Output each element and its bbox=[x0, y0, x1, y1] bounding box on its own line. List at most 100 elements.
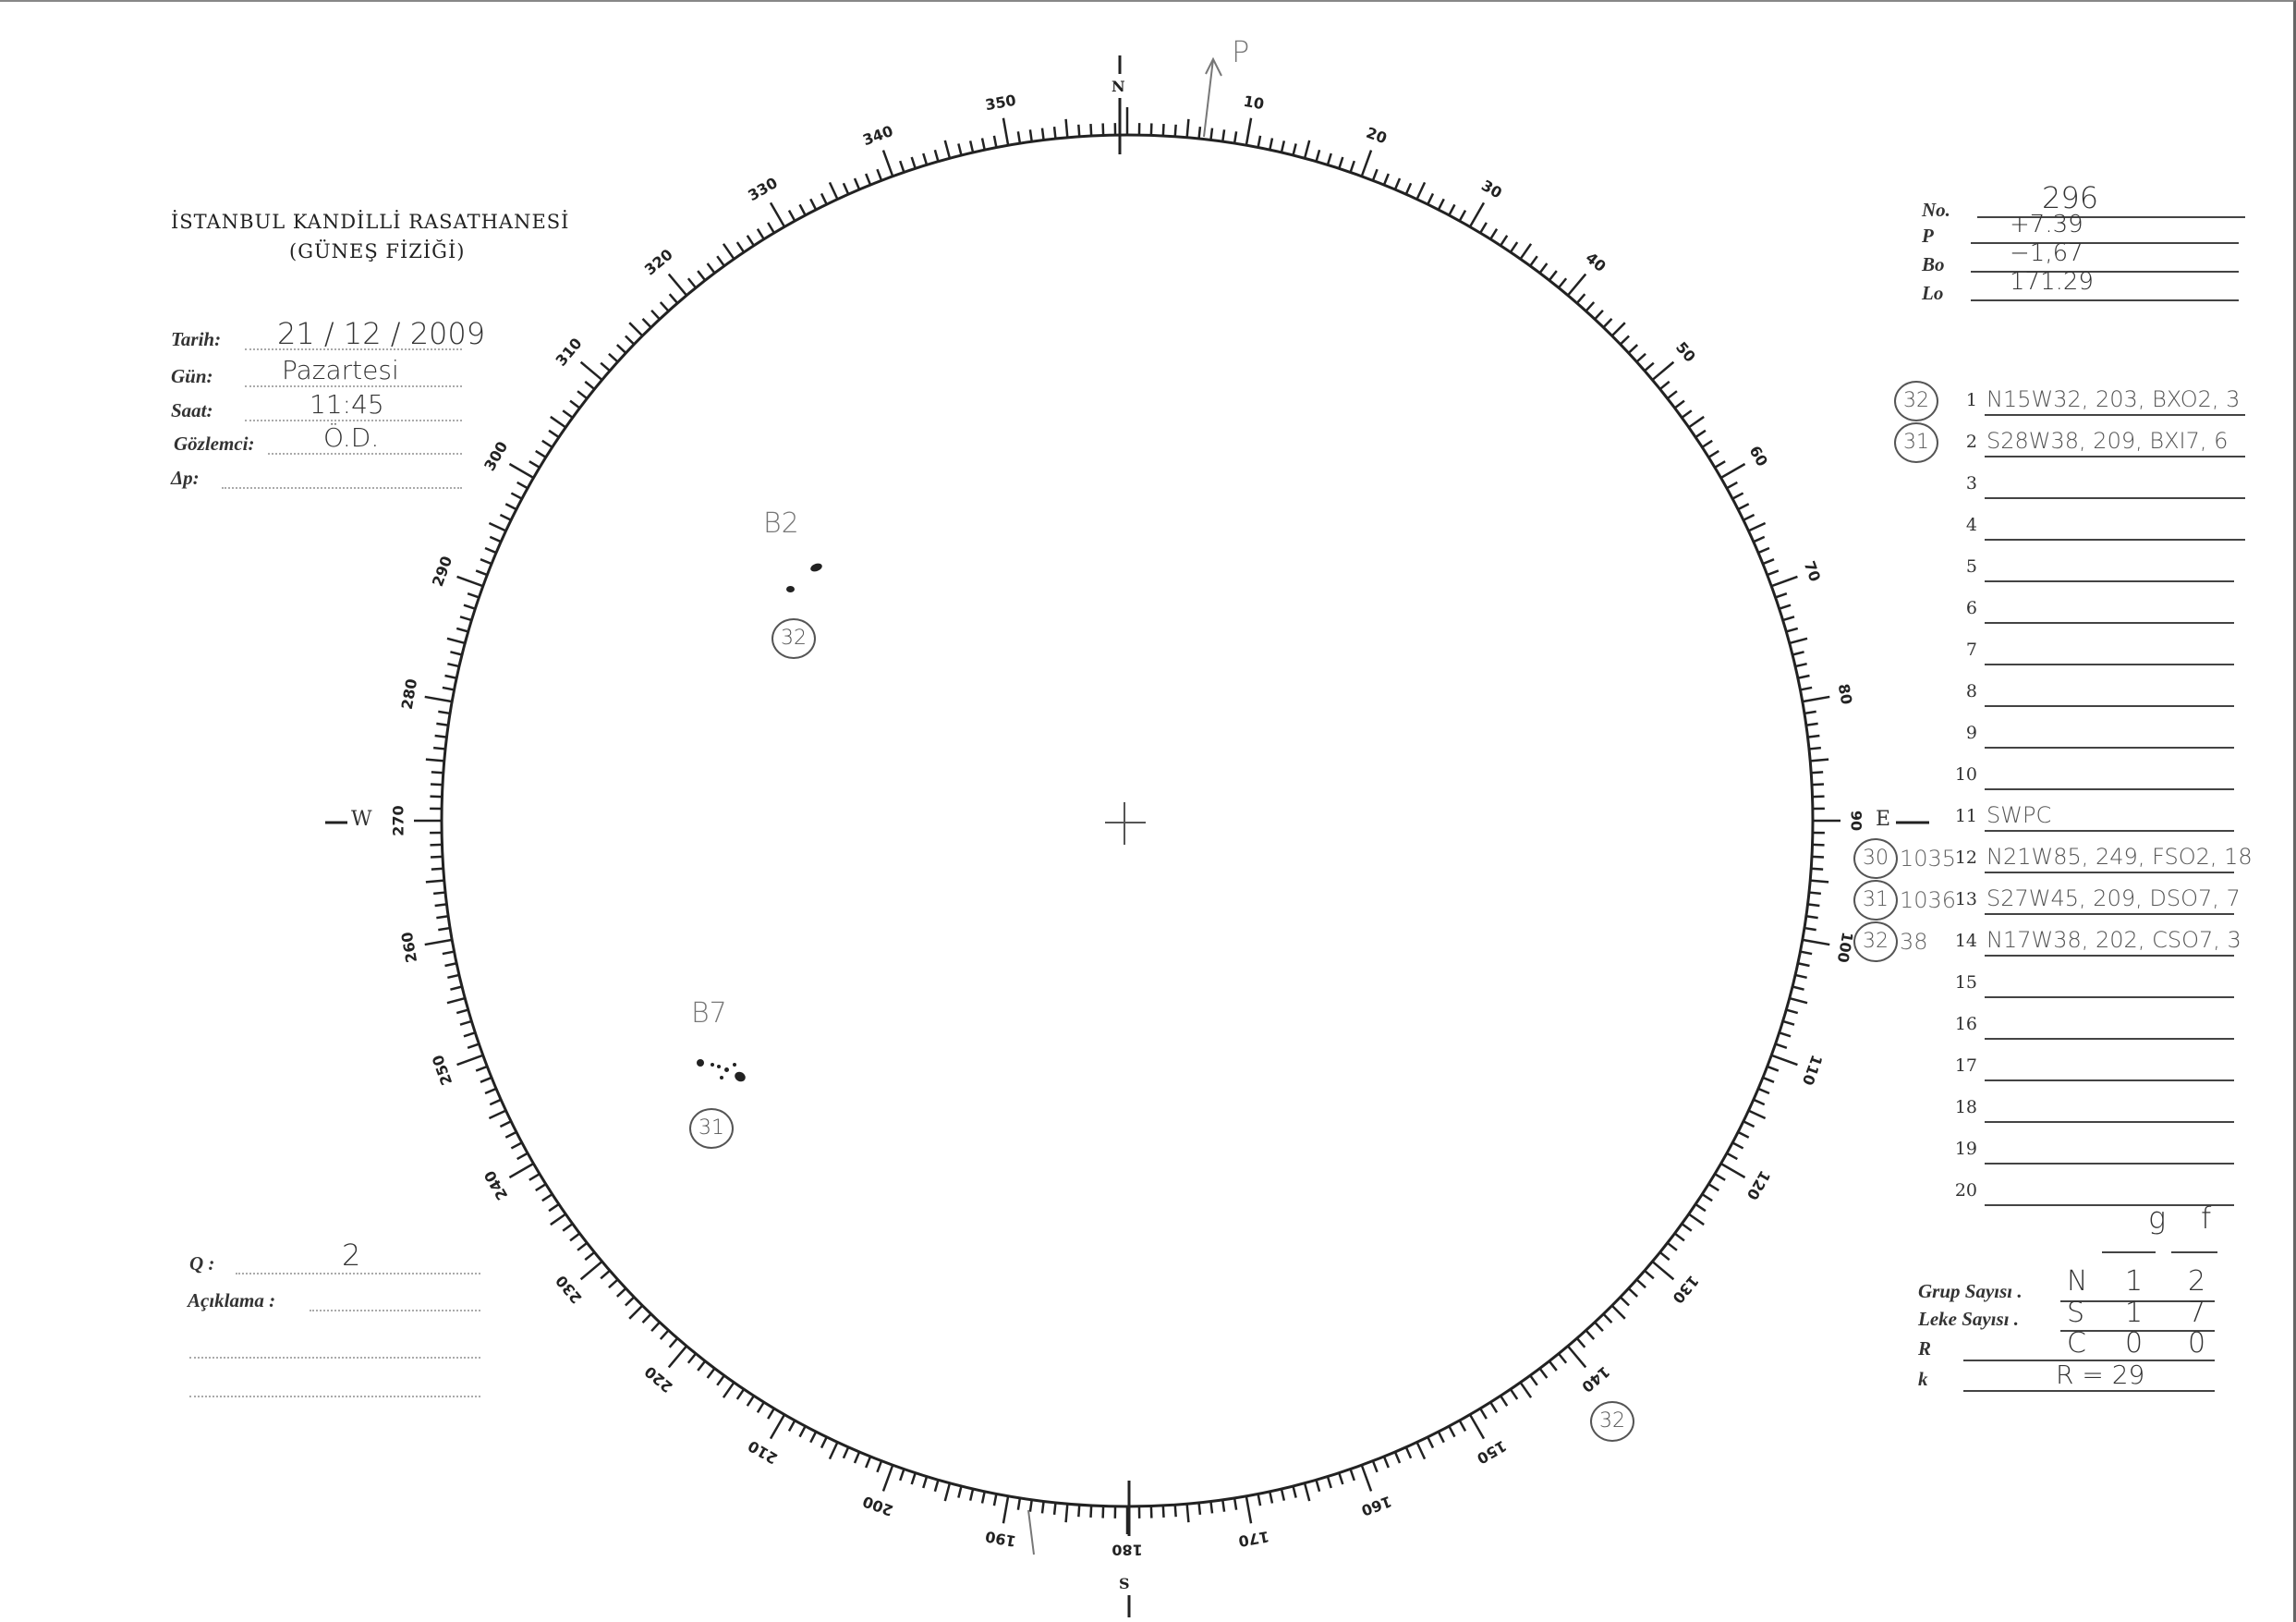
row-entry: S27W45, 209, DSO7, 7 bbox=[1986, 885, 2241, 911]
scale-label: 330 bbox=[745, 174, 780, 204]
scale-tick bbox=[434, 903, 447, 908]
time-value: 11:45 bbox=[310, 389, 384, 420]
scale-tick bbox=[1794, 973, 1807, 980]
scale-tick bbox=[1437, 198, 1445, 211]
scale-tick bbox=[508, 462, 535, 480]
scale-tick bbox=[1052, 1502, 1057, 1515]
row-line bbox=[1985, 414, 2245, 416]
scale-tick bbox=[1594, 309, 1604, 321]
scale-tick bbox=[436, 722, 449, 726]
row-line bbox=[1985, 580, 2234, 582]
scale-tick bbox=[769, 201, 786, 228]
scale-tick bbox=[516, 481, 528, 490]
observer-line bbox=[268, 453, 462, 455]
scale-tick bbox=[1519, 1382, 1533, 1398]
scale-tick bbox=[1753, 1098, 1766, 1106]
scale-tick bbox=[1802, 938, 1830, 946]
r-label: R bbox=[1918, 1337, 1932, 1360]
scale-tick bbox=[1658, 1250, 1670, 1262]
row-number: 3 bbox=[1965, 473, 1977, 494]
scale-tick bbox=[1804, 926, 1816, 932]
scale-label: 300 bbox=[480, 438, 511, 473]
scale-tick bbox=[968, 1488, 975, 1501]
row-line bbox=[1985, 622, 2234, 624]
row-line bbox=[1985, 747, 2234, 749]
day-label: Gün: bbox=[171, 365, 213, 387]
scale-tick bbox=[1326, 152, 1332, 165]
scale-tick bbox=[842, 1446, 850, 1459]
scale-tick bbox=[1808, 891, 1821, 896]
scale-tick bbox=[1529, 1374, 1538, 1386]
scale-tick bbox=[459, 616, 472, 622]
row-line bbox=[1985, 497, 2245, 499]
scale-tick bbox=[516, 1152, 528, 1161]
scale-tick bbox=[1489, 1401, 1499, 1413]
scale-tick bbox=[579, 1260, 603, 1281]
scale-tick bbox=[1002, 1495, 1010, 1524]
scale-tick bbox=[541, 439, 553, 448]
scale-tick bbox=[1782, 1019, 1795, 1026]
scale-label: 230 bbox=[553, 1272, 586, 1307]
scale-tick bbox=[992, 135, 998, 148]
scale-tick bbox=[577, 390, 589, 400]
p-axis-line bbox=[1203, 58, 1214, 138]
time-line bbox=[245, 420, 462, 421]
scale-tick bbox=[746, 235, 755, 247]
scale-tick bbox=[667, 1345, 688, 1369]
scale-tick bbox=[1785, 627, 1799, 633]
scale-tick bbox=[1489, 228, 1499, 240]
scale-tick bbox=[489, 535, 502, 543]
row-line bbox=[1985, 830, 2234, 832]
sunspot bbox=[711, 1063, 714, 1067]
scale-tick bbox=[425, 758, 444, 762]
note-label: Açıklama : bbox=[188, 1289, 276, 1311]
scale-tick bbox=[1585, 301, 1596, 312]
scale-tick bbox=[1089, 1505, 1093, 1518]
row-line bbox=[1985, 1163, 2234, 1165]
row-number: 16 bbox=[1954, 1014, 1977, 1034]
scale-tick bbox=[1028, 1499, 1033, 1512]
group-line bbox=[2060, 1300, 2215, 1302]
scale-label: 10 bbox=[1242, 92, 1265, 114]
p-axis-arrowhead bbox=[1205, 56, 1222, 77]
row-number: 9 bbox=[1965, 723, 1977, 743]
row-number: 13 bbox=[1954, 889, 1977, 909]
scale-tick bbox=[463, 1031, 476, 1038]
summary-value: 0 bbox=[2125, 1327, 2144, 1360]
scale-tick bbox=[1221, 129, 1226, 142]
scale-tick bbox=[1811, 855, 1825, 859]
scale-label: 160 bbox=[1359, 1493, 1394, 1519]
scale-tick bbox=[615, 1287, 627, 1298]
zone-circle-31: 31 bbox=[689, 1108, 734, 1149]
scale-tick bbox=[809, 1431, 818, 1444]
scale-tick bbox=[467, 1043, 480, 1049]
scale-tick bbox=[1635, 352, 1646, 363]
row-number: 2 bbox=[1965, 432, 1977, 452]
scale-tick bbox=[1303, 140, 1311, 159]
north-marker: N bbox=[1112, 78, 1125, 95]
day-line bbox=[245, 385, 462, 387]
scale-tick bbox=[1807, 903, 1820, 908]
date-label: Tarih: bbox=[171, 328, 222, 350]
zone-circle-32-outer: 32 bbox=[1590, 1401, 1634, 1442]
scale-tick bbox=[446, 996, 466, 1005]
summary-value: 1 bbox=[2125, 1297, 2144, 1329]
scale-tick bbox=[1731, 1141, 1744, 1150]
scale-tick bbox=[1782, 616, 1795, 622]
scale-label: 270 bbox=[390, 805, 407, 835]
east-marker: E bbox=[1876, 808, 1891, 831]
sunspot bbox=[724, 1067, 729, 1072]
sunspot bbox=[697, 1059, 704, 1067]
scale-label: 180 bbox=[1112, 1542, 1142, 1559]
scale-tick bbox=[798, 203, 807, 216]
scale-tick bbox=[1707, 1183, 1719, 1192]
scale-tick bbox=[716, 255, 725, 267]
scale-tick bbox=[735, 1388, 746, 1400]
scale-tick bbox=[1173, 1505, 1177, 1518]
scale-label: 260 bbox=[398, 931, 421, 964]
scale-tick bbox=[641, 1312, 652, 1323]
scale-tick bbox=[1805, 915, 1818, 920]
scale-tick bbox=[1762, 558, 1775, 566]
summary-col-f-underline bbox=[2171, 1251, 2217, 1253]
scale-label: 30 bbox=[1478, 177, 1505, 202]
